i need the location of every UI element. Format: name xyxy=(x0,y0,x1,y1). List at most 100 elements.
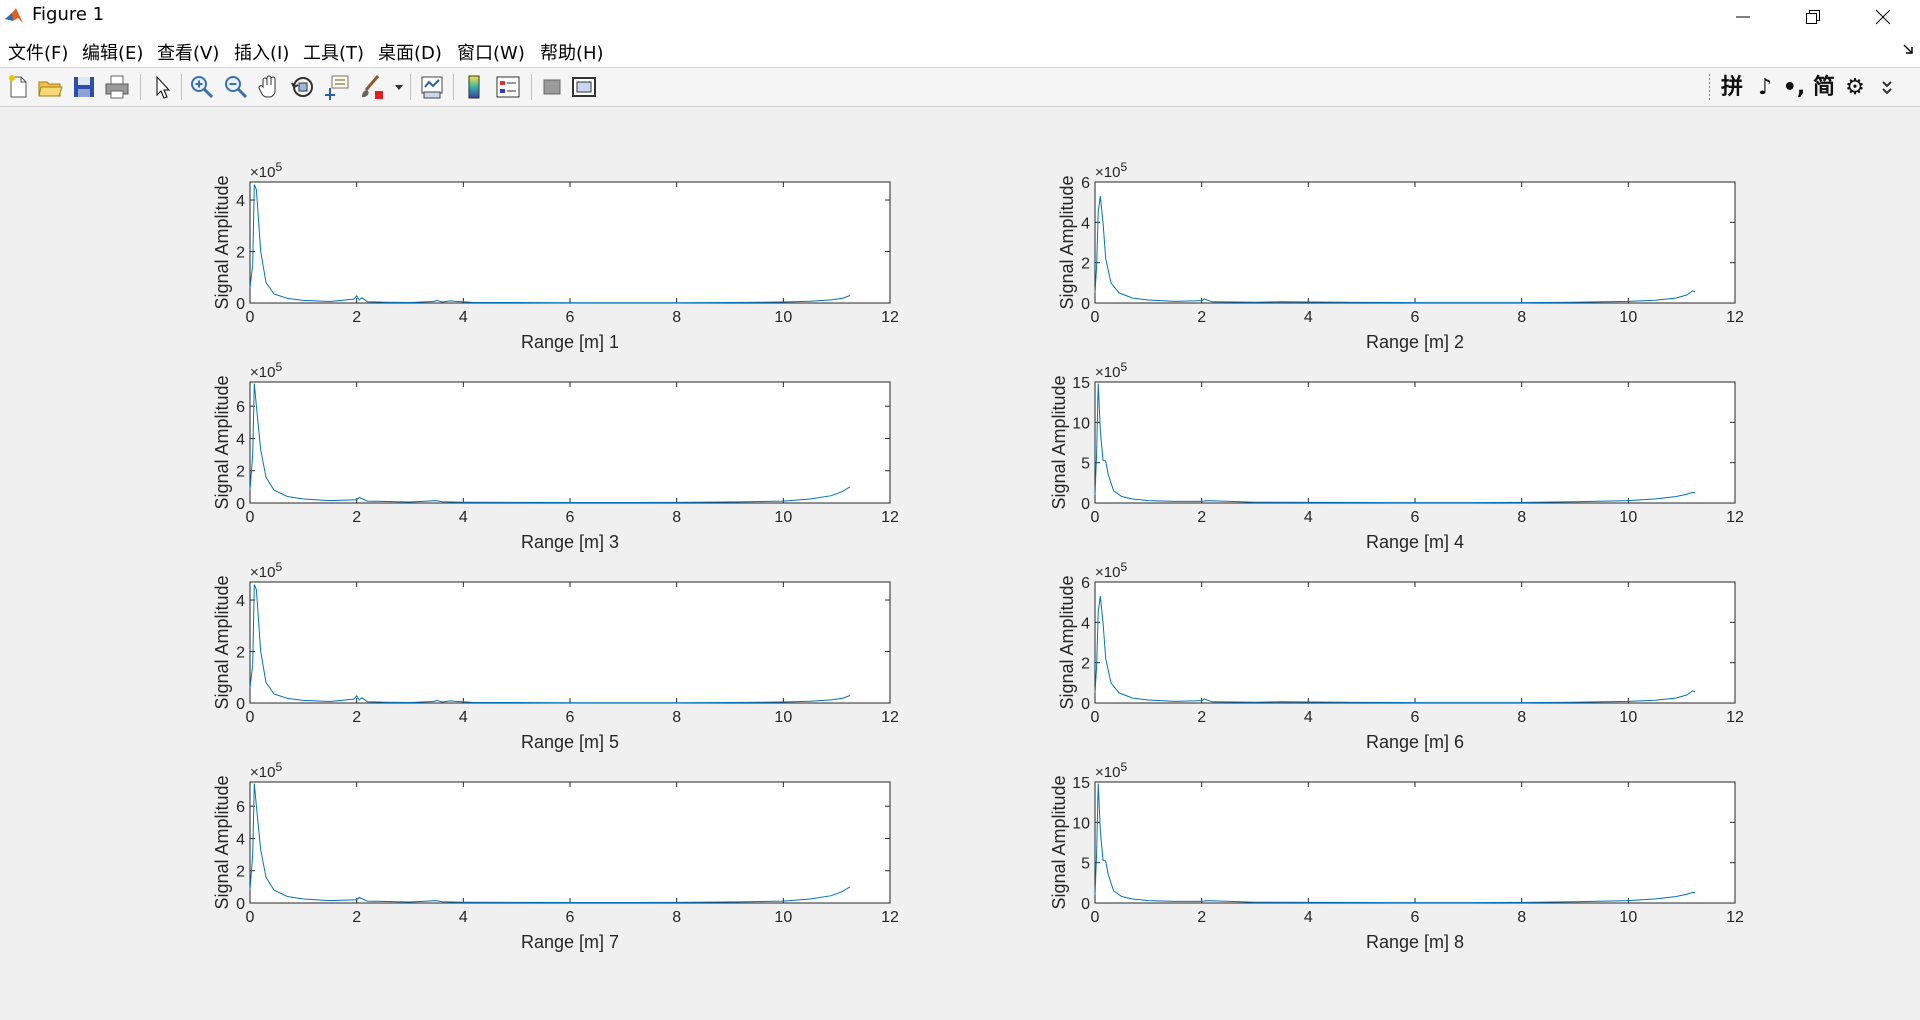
show-plot-tools-icon[interactable] xyxy=(570,73,598,101)
y-tick-label: 0 xyxy=(236,696,245,713)
x-tick-label: 0 xyxy=(246,309,255,326)
new-figure-icon[interactable] xyxy=(4,73,32,101)
link-plot-icon[interactable] xyxy=(418,73,446,101)
series-line xyxy=(249,783,851,903)
series-line xyxy=(249,383,851,503)
zoom-in-icon[interactable] xyxy=(188,73,216,101)
y-tick-label: 6 xyxy=(236,399,245,416)
menu-insert[interactable]: 插入(I) xyxy=(234,43,290,64)
subplot-5[interactable]: 0 2 4 6 8 10 12 0 2 4 ×105 Range [m] 5 Signal Amplit… xyxy=(212,560,899,752)
y-axis-label: Signal Amplitude xyxy=(212,375,232,509)
legend-icon[interactable] xyxy=(494,73,522,101)
menu-view[interactable]: 查看(V) xyxy=(157,43,220,64)
ime-more-icon[interactable] xyxy=(1882,81,1892,95)
x-tick-label: 2 xyxy=(352,309,361,326)
title-bar: Figure 1 xyxy=(0,0,1920,33)
pan-hand-icon[interactable] xyxy=(255,73,283,101)
y-tick-label: 10 xyxy=(1072,815,1090,832)
y-tick-label: 5 xyxy=(1081,456,1090,473)
y-tick-label: 0 xyxy=(236,496,245,513)
axes-box xyxy=(1094,381,1736,504)
rotate-3d-icon[interactable] xyxy=(289,73,317,101)
x-tick-label: 6 xyxy=(1411,709,1420,726)
menu-desktop[interactable]: 桌面(D) xyxy=(378,43,442,64)
y-tick-label: 4 xyxy=(1081,615,1090,632)
x-tick-label: 8 xyxy=(672,909,681,926)
y-exponent-label: ×105 xyxy=(250,760,282,781)
zoom-out-icon[interactable] xyxy=(222,73,250,101)
colorbar-icon[interactable] xyxy=(460,73,488,101)
y-tick-label: 2 xyxy=(236,245,245,262)
x-tick-label: 4 xyxy=(459,509,468,526)
x-tick-label: 6 xyxy=(566,909,575,926)
x-axis-label: Range [m] 8 xyxy=(1366,932,1464,952)
y-tick-label: 4 xyxy=(236,431,245,448)
x-tick-label: 0 xyxy=(1091,709,1100,726)
y-tick-label: 0 xyxy=(1081,696,1090,713)
hide-plot-tools-icon[interactable] xyxy=(538,73,566,101)
close-button[interactable] xyxy=(1848,0,1918,33)
x-tick-label: 10 xyxy=(774,909,792,926)
menu-edit[interactable]: 编辑(E) xyxy=(82,43,144,64)
data-cursor-icon[interactable] xyxy=(323,73,351,101)
axes-box xyxy=(1094,181,1736,304)
figure-canvas[interactable]: 0 2 4 6 8 10 12 0 2 4 ×105 Range [m] 1 Signal Amplit… xyxy=(0,107,1920,1020)
x-tick-label: 8 xyxy=(672,709,681,726)
y-tick-label: 15 xyxy=(1072,775,1090,792)
brush-dropdown-icon[interactable] xyxy=(395,85,403,91)
y-tick-label: 6 xyxy=(1081,175,1090,192)
toolbar-separator xyxy=(181,74,182,100)
y-axis-label: Signal Amplitude xyxy=(212,175,232,309)
x-tick-label: 10 xyxy=(774,709,792,726)
y-tick-label: 10 xyxy=(1072,415,1090,432)
brush-icon[interactable] xyxy=(358,73,386,101)
x-axis-label: Range [m] 2 xyxy=(1366,332,1464,352)
y-axis-label: Signal Amplitude xyxy=(1057,575,1077,709)
x-tick-label: 2 xyxy=(352,709,361,726)
save-icon[interactable] xyxy=(70,73,98,101)
y-tick-label: 0 xyxy=(1081,296,1090,313)
y-tick-label: 4 xyxy=(236,593,245,610)
restore-button[interactable] xyxy=(1778,0,1848,33)
subplot-6[interactable]: 0 2 4 6 8 10 12 0 2 4 6 ×105 Range [m] 6 Signal Ampli… xyxy=(1057,560,1744,752)
subplot-4[interactable]: 0 2 4 6 8 10 12 0 5 10 15 ×105 Range [m] 4 Signal Amp… xyxy=(1049,360,1744,552)
ime-moon-button[interactable]: ♪ xyxy=(1757,75,1773,100)
menu-help[interactable]: 帮助(H) xyxy=(540,43,604,64)
x-tick-label: 2 xyxy=(1197,509,1206,526)
dock-arrow-icon[interactable] xyxy=(1902,43,1914,55)
x-tick-label: 6 xyxy=(1411,909,1420,926)
x-tick-label: 4 xyxy=(459,309,468,326)
x-tick-label: 8 xyxy=(672,309,681,326)
series-line xyxy=(249,184,851,304)
x-tick-label: 8 xyxy=(1517,709,1526,726)
subplot-2[interactable]: 0 2 4 6 8 10 12 0 2 4 6 ×105 Range [m] 2 Signal Ampli… xyxy=(1057,160,1744,352)
ime-pinyin-button[interactable]: 拼 xyxy=(1720,75,1743,100)
menu-window[interactable]: 窗口(W) xyxy=(457,43,525,64)
pointer-icon[interactable] xyxy=(148,73,176,101)
menu-tools[interactable]: 工具(T) xyxy=(303,43,365,64)
x-axis-label: Range [m] 3 xyxy=(521,532,619,552)
y-tick-label: 0 xyxy=(236,896,245,913)
x-tick-label: 12 xyxy=(881,709,899,726)
ime-settings-button[interactable]: ⚙ xyxy=(1845,75,1865,100)
x-tick-label: 10 xyxy=(1619,509,1637,526)
subplot-7[interactable]: 0 2 4 6 8 10 12 0 2 4 6 ×105 Range [m] 7 Signal Ampli… xyxy=(212,760,899,952)
ime-punctuation-button[interactable]: •, xyxy=(1782,75,1806,100)
x-axis-label: Range [m] 6 xyxy=(1366,732,1464,752)
subplot-3[interactable]: 0 2 4 6 8 10 12 0 2 4 6 ×105 Range [m] 3 Signal Ampli… xyxy=(212,360,899,552)
y-tick-label: 2 xyxy=(1081,656,1090,673)
ime-grip[interactable] xyxy=(1709,74,1710,100)
y-tick-label: 5 xyxy=(1081,856,1090,873)
menu-file[interactable]: 文件(F) xyxy=(8,43,69,64)
subplot-8[interactable]: 0 2 4 6 8 10 12 0 5 10 15 ×105 Range [m] 8 Signal Amp… xyxy=(1049,760,1744,952)
print-icon[interactable] xyxy=(103,73,131,101)
restore-icon xyxy=(1806,9,1820,24)
x-tick-label: 10 xyxy=(1619,309,1637,326)
open-file-icon[interactable] xyxy=(36,73,64,101)
x-tick-label: 12 xyxy=(1726,509,1744,526)
subplot-1[interactable]: 0 2 4 6 8 10 12 0 2 4 ×105 Range [m] 1 Signal Amplit… xyxy=(212,160,899,352)
minimize-button[interactable] xyxy=(1708,0,1778,33)
x-tick-label: 4 xyxy=(1304,509,1313,526)
y-exponent-label: ×105 xyxy=(1095,360,1127,381)
ime-simplified-button[interactable]: 简 xyxy=(1812,75,1835,100)
